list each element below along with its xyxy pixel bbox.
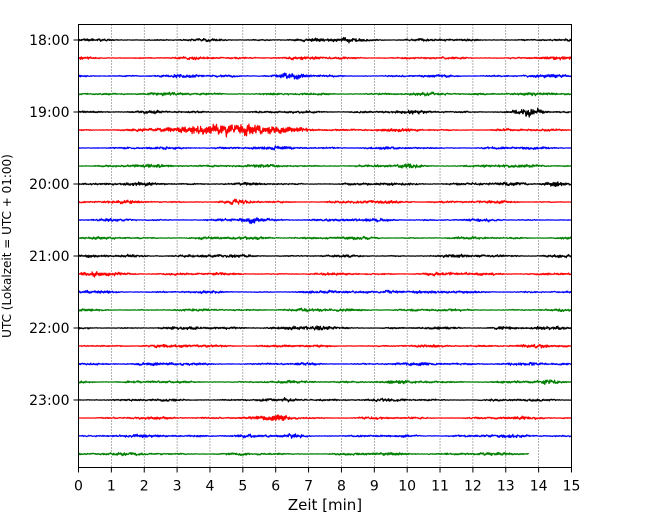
plot-frame: [78, 24, 572, 468]
trace-2130: [78, 289, 573, 295]
x-tick-label-15: 15: [563, 479, 581, 495]
trace-2115: [78, 271, 572, 278]
trace-2300: [78, 397, 572, 403]
y-tick-label-3: 21:00: [29, 249, 69, 265]
y-tick-label-1: 19:00: [29, 105, 69, 121]
x-axis-ticks: 0 1 2 3 4 5 6 7 8 9 10 11 12 13 14 15: [74, 467, 581, 495]
trace-2145: [78, 307, 572, 313]
y-tick-label-4: 22:00: [29, 321, 69, 337]
trace-2100: [78, 253, 572, 259]
trace-1930: [78, 145, 572, 151]
y-tick-label-2: 20:00: [29, 177, 69, 193]
trace-1945: [78, 163, 572, 169]
seismic-traces: [78, 36, 573, 457]
x-tick-label-14: 14: [530, 479, 548, 495]
trace-2245: [78, 379, 572, 385]
x-tick-label-4: 4: [206, 479, 215, 495]
x-tick-label-10: 10: [398, 479, 416, 495]
trace-1815: [78, 56, 572, 61]
y-tick-label-5: 23:00: [29, 393, 69, 409]
x-tick-label-6: 6: [271, 479, 280, 495]
trace-2315: [78, 414, 572, 422]
x-tick-label-5: 5: [238, 479, 247, 495]
x-tick-label-9: 9: [370, 479, 379, 495]
trace-1900: [78, 107, 572, 118]
x-tick-label-1: 1: [107, 479, 116, 495]
trace-2330: [78, 433, 572, 439]
y-axis-label: UTC (Lokalzeit = UTC + 01:00): [0, 154, 14, 338]
trace-1845: [78, 91, 573, 97]
x-tick-label-12: 12: [464, 479, 482, 495]
trace-1800: [78, 36, 573, 44]
vertical-grid-lines: [111, 24, 539, 468]
trace-2030: [78, 217, 572, 225]
trace-2015: [78, 198, 572, 206]
x-tick-label-13: 13: [497, 479, 515, 495]
trace-2045: [78, 235, 573, 241]
trace-2345: [78, 451, 530, 457]
y-axis-ticks: 18:00 19:00 20:00 21:00 22:00 23:00: [29, 33, 79, 409]
x-axis-label: Zeit [min]: [288, 496, 362, 514]
trace-2000: [78, 181, 573, 187]
x-tick-label-2: 2: [140, 479, 149, 495]
x-tick-label-11: 11: [431, 479, 449, 495]
x-tick-label-0: 0: [74, 479, 83, 495]
trace-1830: [78, 72, 573, 80]
x-tick-label-3: 3: [173, 479, 182, 495]
trace-2200: [78, 325, 573, 331]
trace-2215: [78, 343, 573, 349]
trace-2230: [78, 361, 572, 367]
y-tick-label-0: 18:00: [29, 33, 69, 49]
trace-1915: [78, 123, 572, 138]
x-tick-label-8: 8: [337, 479, 346, 495]
x-tick-label-7: 7: [304, 479, 313, 495]
